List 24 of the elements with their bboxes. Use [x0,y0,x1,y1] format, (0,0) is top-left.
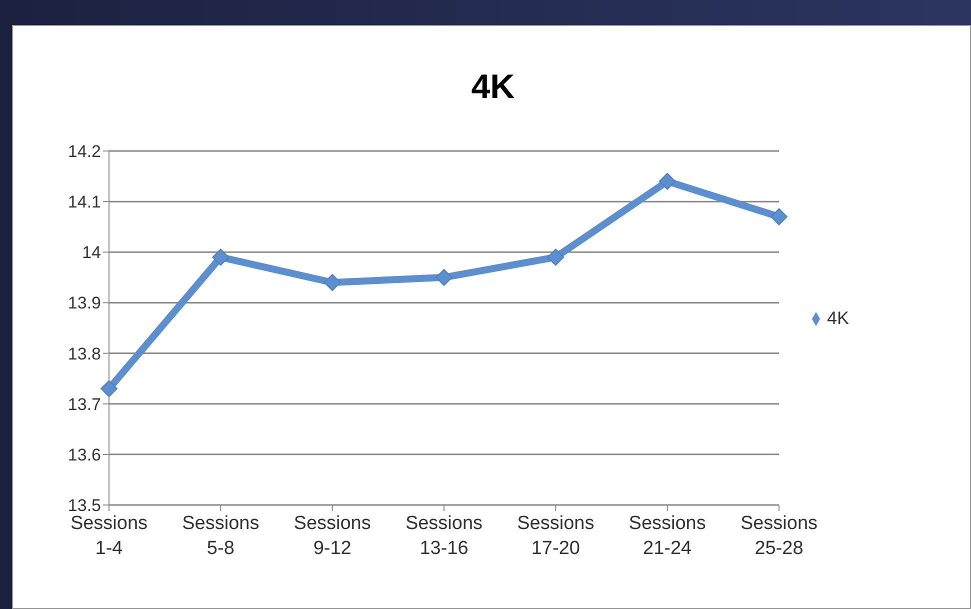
y-tick-label: 14.2 [68,142,101,162]
legend-label: 4K [827,308,850,328]
x-tick-label: Sessions 13-16 [405,513,483,559]
y-tick-label: 13.8 [68,344,101,364]
x-tick-label: Sessions 17-20 [517,513,594,559]
x-tick-label: Sessions 25-28 [740,513,818,559]
x-tick-label: Sessions 9-12 [294,513,371,559]
y-tick-label: 13.9 [68,294,101,313]
point [436,268,452,286]
x-tick-label: Sessions 5-8 [182,513,260,559]
x-tick-label: Sessions 21-24 [628,513,706,559]
point [547,248,564,266]
point [324,274,341,291]
y-tick-label: 14 [82,243,101,262]
point [658,172,676,190]
y-tick-label: 14.1 [68,192,101,212]
point [212,248,230,266]
point [770,208,788,226]
y-tick-label: 13.6 [68,445,101,464]
chart-title: 4K [470,68,516,107]
x-tick-label: Sessions 1-4 [70,513,148,559]
y-tick-label: 13.7 [68,394,101,414]
y-tick-label: 13.5 [68,496,101,516]
point [100,380,118,398]
